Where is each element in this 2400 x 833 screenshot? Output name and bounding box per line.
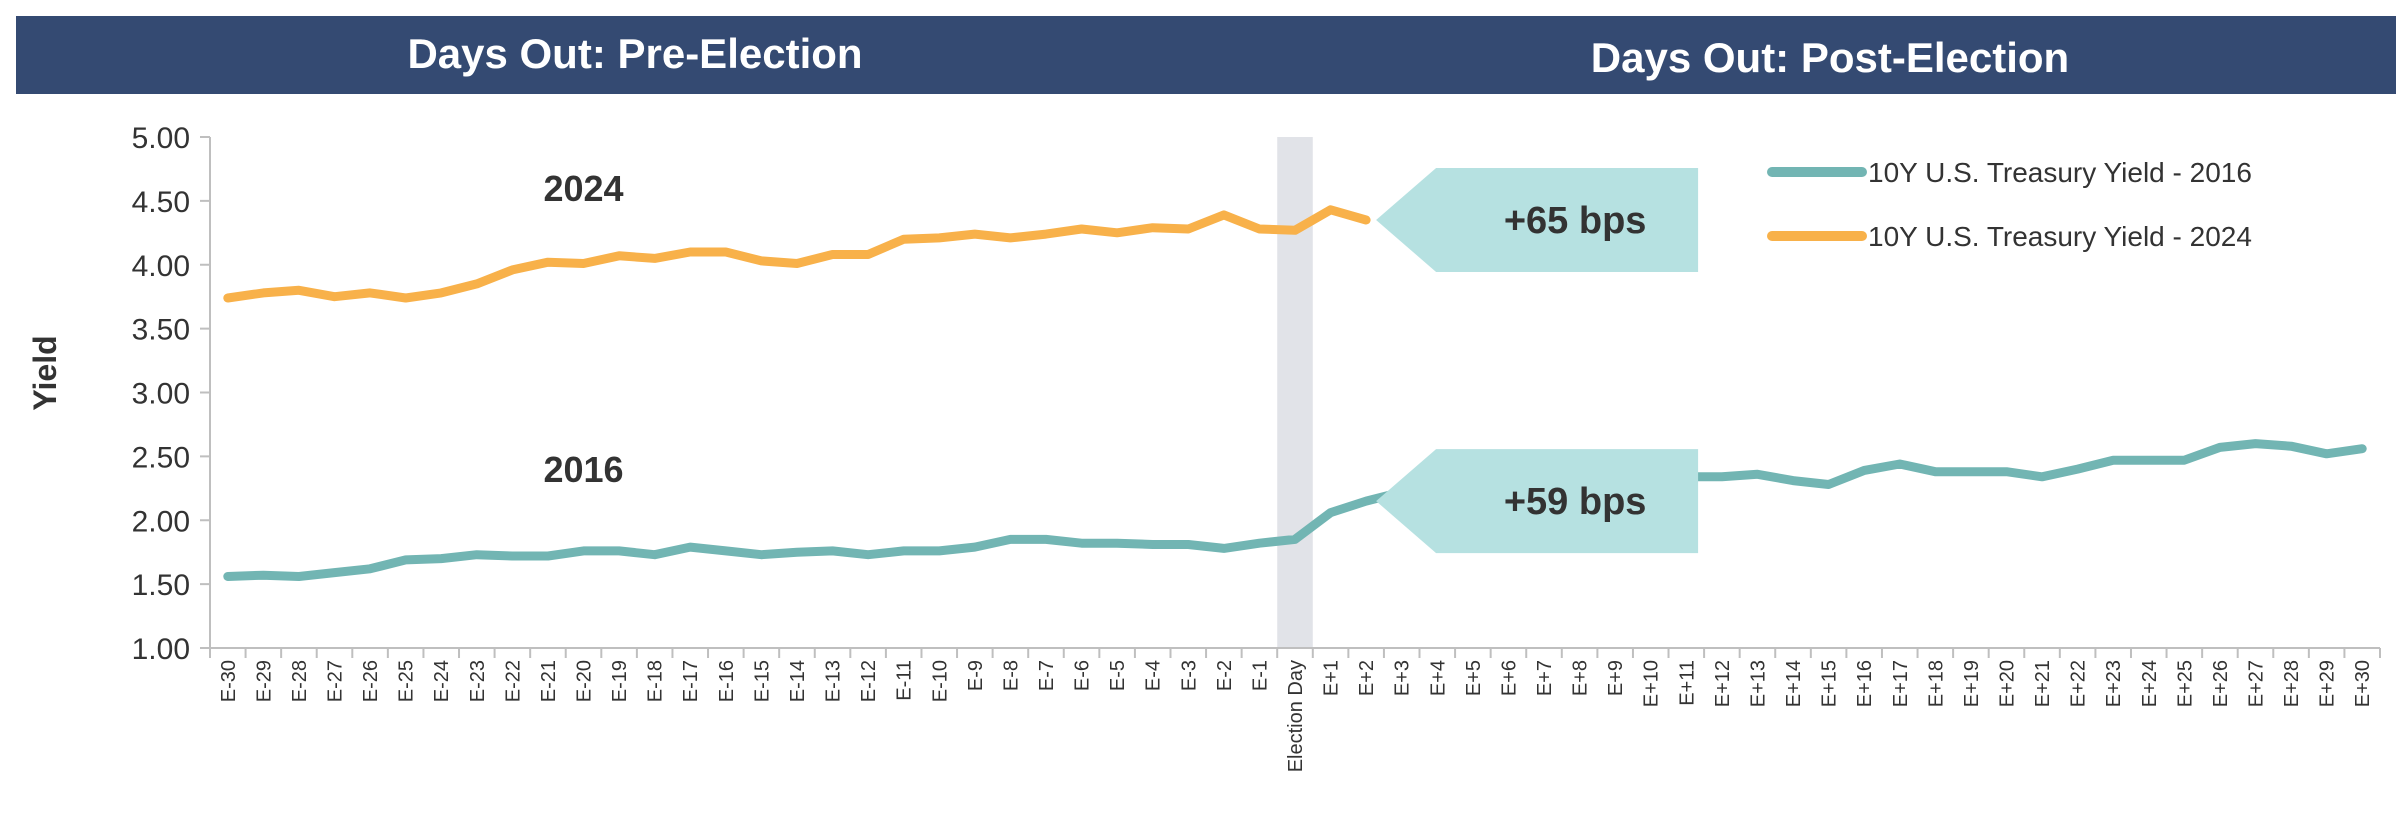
x-tick-label: E-4 bbox=[1143, 660, 1165, 691]
x-tick-label: E+30 bbox=[2352, 660, 2374, 707]
x-tick-label: E-17 bbox=[680, 660, 702, 702]
x-tick-label: E+20 bbox=[1996, 660, 2018, 707]
x-tick-label: E-25 bbox=[396, 660, 418, 702]
x-tick-label: E+19 bbox=[1961, 660, 1983, 707]
x-tick-label: E+14 bbox=[1783, 660, 1805, 707]
y-tick-label: 3.00 bbox=[132, 378, 190, 411]
x-tick-label: E+16 bbox=[1854, 660, 1876, 707]
x-tick-label: E+21 bbox=[2032, 660, 2054, 707]
bps-callout-label: +65 bps bbox=[1504, 200, 1647, 242]
x-tick-label: E+13 bbox=[1747, 660, 1769, 707]
x-tick-label: E-20 bbox=[574, 660, 596, 702]
x-tick-label: E+22 bbox=[2068, 660, 2090, 707]
x-tick-label: E-12 bbox=[858, 660, 880, 702]
x-tick-label: E-19 bbox=[609, 660, 631, 702]
y-tick-label: 2.00 bbox=[132, 505, 190, 538]
year-annotation-label: 2016 bbox=[543, 449, 623, 490]
x-tick-label: E-7 bbox=[1036, 660, 1058, 691]
election-day-band bbox=[1277, 137, 1313, 648]
x-tick-label: E-6 bbox=[1072, 660, 1094, 691]
y-tick-label: 1.00 bbox=[132, 633, 190, 666]
year-annotation-label: 2024 bbox=[543, 168, 623, 209]
x-tick-label: E-10 bbox=[929, 660, 951, 702]
x-tick-label: E-5 bbox=[1107, 660, 1129, 691]
x-tick-label: E+5 bbox=[1463, 660, 1485, 696]
y-tick-label: 3.50 bbox=[132, 314, 190, 347]
x-tick-label: E+15 bbox=[1819, 660, 1841, 707]
x-tick-label: E-21 bbox=[538, 660, 560, 702]
y-tick-label: 4.50 bbox=[132, 186, 190, 219]
x-tick-label: E-2 bbox=[1214, 660, 1236, 691]
x-tick-label: E+1 bbox=[1321, 660, 1343, 696]
y-tick-label: 2.50 bbox=[132, 441, 190, 474]
y-tick-label: 1.50 bbox=[132, 569, 190, 602]
series-line-2016 bbox=[223, 439, 2367, 581]
x-tick-label: E+28 bbox=[2281, 660, 2303, 707]
x-tick-label: Election Day bbox=[1285, 660, 1307, 772]
bps-callout-box bbox=[1376, 449, 1699, 554]
x-tick-label: E-11 bbox=[894, 660, 916, 701]
x-tick-label: E+24 bbox=[2139, 660, 2161, 707]
x-tick-label: E-14 bbox=[787, 660, 809, 702]
x-tick-label: E-23 bbox=[467, 660, 489, 702]
x-tick-label: E+23 bbox=[2103, 660, 2125, 707]
x-tick-label: E-27 bbox=[325, 660, 347, 702]
legend-label: 10Y U.S. Treasury Yield - 2024 bbox=[1868, 221, 2252, 252]
x-tick-label: E-15 bbox=[751, 660, 773, 702]
x-tick-label: E-26 bbox=[360, 660, 382, 702]
series-line-2024 bbox=[223, 205, 1371, 303]
x-tick-label: E+6 bbox=[1498, 660, 1520, 696]
x-tick-label: E+18 bbox=[1925, 660, 1947, 707]
x-tick-label: E+25 bbox=[2174, 660, 2196, 707]
x-tick-label: E+26 bbox=[2210, 660, 2232, 707]
x-tick-label: E+10 bbox=[1641, 660, 1663, 707]
x-tick-label: E-8 bbox=[1000, 660, 1022, 691]
x-tick-label: E-16 bbox=[716, 660, 738, 702]
x-tick-label: E-18 bbox=[645, 660, 667, 702]
x-tick-label: E+8 bbox=[1570, 660, 1592, 696]
x-tick-label: E+17 bbox=[1890, 660, 1912, 707]
x-tick-label: E-29 bbox=[253, 660, 275, 702]
x-tick-label: E-30 bbox=[218, 660, 240, 702]
header-pre-election-label: Days Out: Pre-Election bbox=[407, 30, 862, 77]
y-tick-label: 5.00 bbox=[132, 122, 190, 155]
x-tick-label: E-22 bbox=[502, 660, 524, 702]
bps-callout-label: +59 bps bbox=[1504, 481, 1647, 523]
x-tick-label: E+11 bbox=[1676, 660, 1698, 706]
x-tick-label: E+3 bbox=[1392, 660, 1414, 696]
x-tick-label: E+7 bbox=[1534, 660, 1556, 696]
header-post-election-label: Days Out: Post-Election bbox=[1591, 34, 2069, 81]
header-banner bbox=[16, 16, 2396, 94]
x-tick-label: E-3 bbox=[1178, 660, 1200, 691]
x-tick-label: E+9 bbox=[1605, 660, 1627, 696]
x-tick-label: E-24 bbox=[431, 660, 453, 702]
x-tick-label: E-1 bbox=[1249, 660, 1271, 691]
x-tick-label: E+29 bbox=[2317, 660, 2339, 707]
x-tick-label: E+4 bbox=[1427, 660, 1449, 696]
x-tick-label: E+12 bbox=[1712, 660, 1734, 707]
x-tick-label: E-13 bbox=[823, 660, 845, 702]
x-tick-label: E-28 bbox=[289, 660, 311, 702]
y-tick-label: 4.00 bbox=[132, 250, 190, 283]
x-tick-label: E-9 bbox=[965, 660, 987, 691]
bps-callout-box bbox=[1376, 168, 1699, 272]
legend-label: 10Y U.S. Treasury Yield - 2016 bbox=[1868, 157, 2252, 188]
x-tick-label: E+27 bbox=[2245, 660, 2267, 707]
x-tick-label: E+2 bbox=[1356, 660, 1378, 696]
y-axis-label: Yield bbox=[27, 335, 63, 410]
